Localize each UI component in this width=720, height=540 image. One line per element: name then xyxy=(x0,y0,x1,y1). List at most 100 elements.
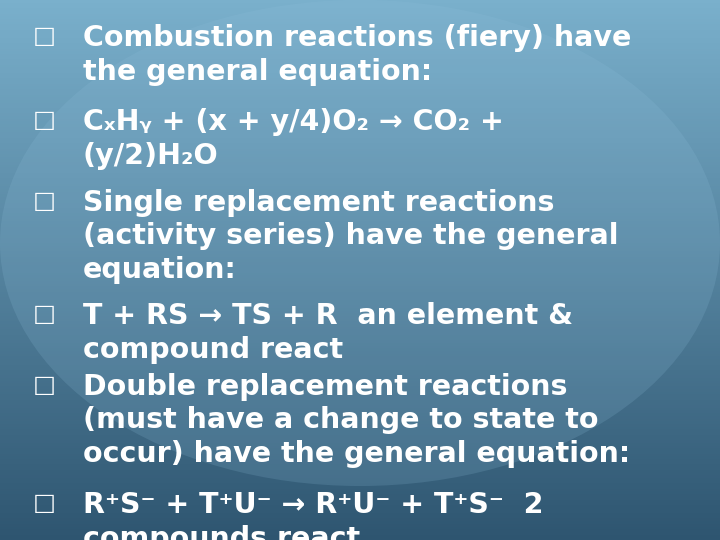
Bar xyxy=(0,513,720,516)
Bar xyxy=(0,316,720,319)
Bar xyxy=(0,89,720,92)
Bar xyxy=(0,454,720,456)
Bar xyxy=(0,346,720,348)
Bar xyxy=(0,246,720,248)
Bar xyxy=(0,105,720,108)
Bar xyxy=(0,500,720,502)
Bar xyxy=(0,154,720,157)
Bar xyxy=(0,389,720,392)
Bar xyxy=(0,19,720,22)
Bar xyxy=(0,400,720,402)
Bar xyxy=(0,173,720,176)
Bar xyxy=(0,335,720,338)
Bar xyxy=(0,351,720,354)
Bar xyxy=(0,138,720,140)
Bar xyxy=(0,259,720,262)
Bar xyxy=(0,124,720,127)
Bar xyxy=(0,397,720,400)
Bar xyxy=(0,132,720,135)
Bar xyxy=(0,486,720,489)
Bar xyxy=(0,159,720,162)
Text: Combustion reactions (fiery) have
the general equation:: Combustion reactions (fiery) have the ge… xyxy=(83,24,631,86)
Bar xyxy=(0,518,720,521)
Bar xyxy=(0,140,720,143)
Bar xyxy=(0,184,720,186)
Bar xyxy=(0,529,720,532)
Bar xyxy=(0,189,720,192)
Text: R⁺S⁻ + T⁺U⁻ → R⁺U⁻ + T⁺S⁻  2
compounds react: R⁺S⁻ + T⁺U⁻ → R⁺U⁻ + T⁺S⁻ 2 compounds re… xyxy=(83,491,544,540)
Bar xyxy=(0,59,720,62)
Bar xyxy=(0,216,720,219)
Bar xyxy=(0,348,720,351)
Bar xyxy=(0,119,720,122)
Bar xyxy=(0,329,720,332)
Bar xyxy=(0,256,720,259)
Bar xyxy=(0,413,720,416)
Bar xyxy=(0,32,720,35)
Bar xyxy=(0,446,720,448)
Bar xyxy=(0,30,720,32)
Bar xyxy=(0,122,720,124)
Bar xyxy=(0,289,720,292)
Bar xyxy=(0,94,720,97)
Bar xyxy=(0,491,720,494)
Bar xyxy=(0,54,720,57)
Bar xyxy=(0,103,720,105)
Bar xyxy=(0,494,720,497)
Bar xyxy=(0,448,720,451)
Bar xyxy=(0,68,720,70)
Bar xyxy=(0,410,720,413)
Text: □: □ xyxy=(32,189,55,213)
Bar xyxy=(0,354,720,356)
Bar xyxy=(0,475,720,478)
Bar xyxy=(0,524,720,526)
Bar xyxy=(0,130,720,132)
Bar xyxy=(0,359,720,362)
Text: Single replacement reactions
(activity series) have the general
equation:: Single replacement reactions (activity s… xyxy=(83,189,618,284)
Bar xyxy=(0,224,720,227)
Bar xyxy=(0,481,720,483)
Bar xyxy=(0,148,720,151)
Bar xyxy=(0,310,720,313)
Bar xyxy=(0,416,720,418)
Bar xyxy=(0,297,720,300)
Bar xyxy=(0,46,720,49)
Bar xyxy=(0,408,720,410)
Bar xyxy=(0,238,720,240)
Bar xyxy=(0,273,720,275)
Bar xyxy=(0,275,720,278)
Bar xyxy=(0,254,720,256)
Bar xyxy=(0,243,720,246)
Bar xyxy=(0,321,720,324)
Bar xyxy=(0,456,720,459)
Bar xyxy=(0,373,720,375)
Bar xyxy=(0,362,720,364)
Text: CₓHᵧ + (x + y/4)O₂ → CO₂ +
(y/2)H₂O: CₓHᵧ + (x + y/4)O₂ → CO₂ + (y/2)H₂O xyxy=(83,108,504,170)
Bar xyxy=(0,194,720,197)
Bar xyxy=(0,375,720,378)
Bar xyxy=(0,489,720,491)
Bar xyxy=(0,24,720,27)
Bar xyxy=(0,170,720,173)
Bar xyxy=(0,232,720,235)
Bar xyxy=(0,178,720,181)
Bar xyxy=(0,394,720,397)
Bar xyxy=(0,343,720,346)
Bar xyxy=(0,143,720,146)
Bar xyxy=(0,302,720,305)
Bar xyxy=(0,286,720,289)
Text: □: □ xyxy=(32,373,55,396)
Bar xyxy=(0,437,720,440)
Bar xyxy=(0,378,720,381)
Bar xyxy=(0,508,720,510)
Bar xyxy=(0,265,720,267)
Bar xyxy=(0,127,720,130)
Text: Double replacement reactions
(must have a change to state to
occur) have the gen: Double replacement reactions (must have … xyxy=(83,373,630,468)
Bar xyxy=(0,235,720,238)
Bar xyxy=(0,100,720,103)
Bar xyxy=(0,227,720,229)
Bar xyxy=(0,505,720,508)
Bar xyxy=(0,281,720,284)
Bar xyxy=(0,319,720,321)
Bar xyxy=(0,526,720,529)
